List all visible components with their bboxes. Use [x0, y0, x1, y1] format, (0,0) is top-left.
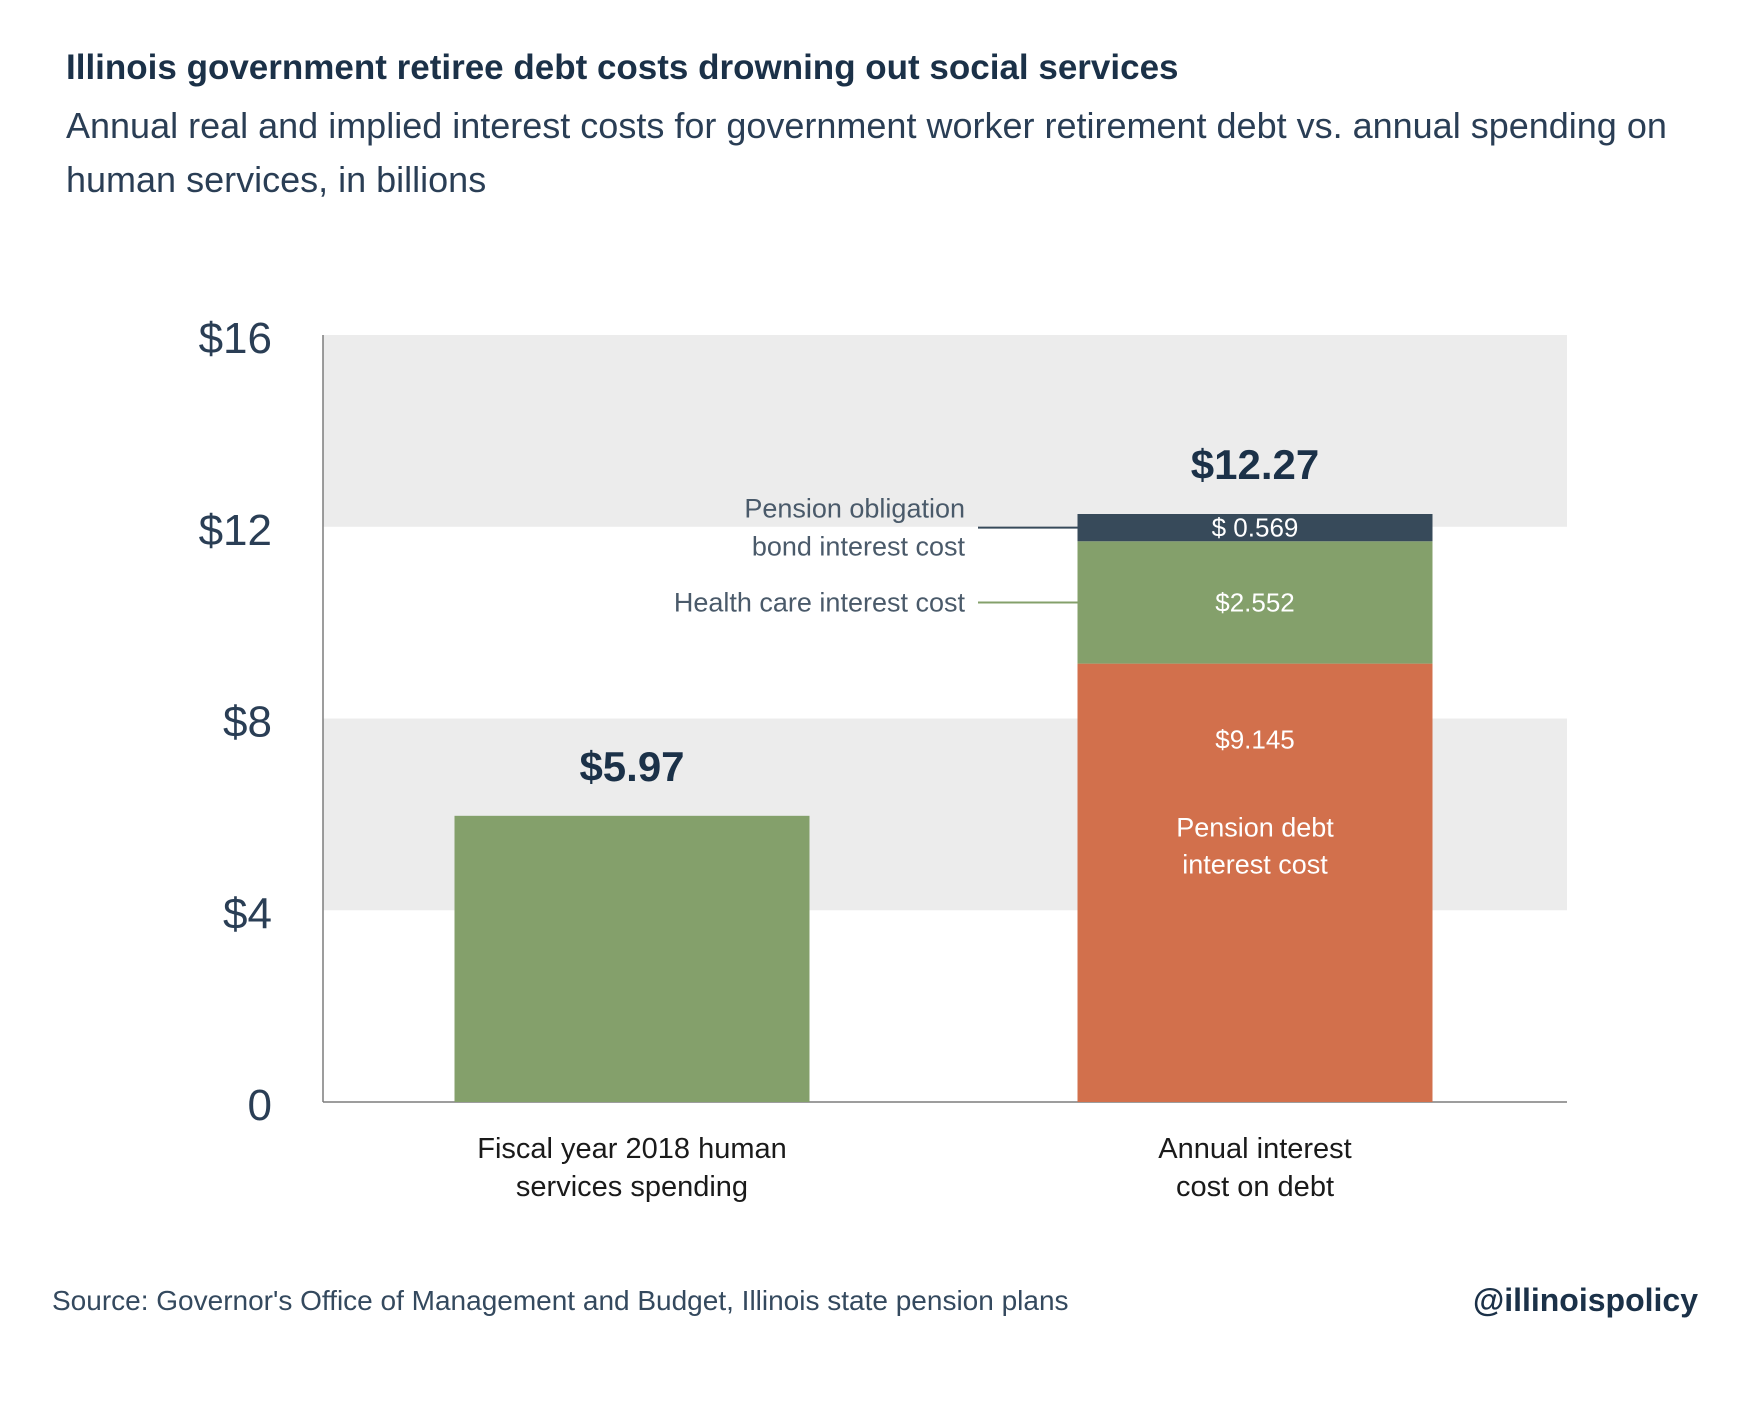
chart-subtitle: Annual real and implied interest costs f…	[66, 105, 1667, 200]
segment-inner-label: Pension debt	[1176, 813, 1334, 843]
x-category-label: Fiscal year 2018 human	[477, 1133, 787, 1165]
segment-value-label: $9.145	[1215, 725, 1295, 755]
bar-segment-3	[1077, 513, 1433, 542]
y-tick-label: $4	[223, 889, 272, 938]
callout-label: Health care interest cost	[674, 587, 966, 617]
segment-value-label: $2.552	[1215, 587, 1295, 617]
y-tick-label: $16	[199, 314, 272, 363]
callout-label: Pension obligation	[744, 494, 965, 524]
bar-segment-2	[1077, 541, 1433, 664]
segment-inner-label: interest cost	[1182, 850, 1328, 880]
y-tick-label: $8	[223, 698, 272, 747]
source-note: Source: Governor's Office of Management …	[52, 1285, 1069, 1316]
x-category-label: services spending	[516, 1171, 748, 1203]
bar-total-label: $12.27	[1191, 441, 1319, 488]
x-category-label: cost on debt	[1176, 1171, 1334, 1203]
bar-segment-1	[1077, 663, 1433, 1102]
callout-label: bond interest cost	[752, 532, 966, 562]
segment-value-label: $ 0.569	[1212, 513, 1299, 543]
bar-total-label: $5.97	[579, 743, 684, 790]
y-tick-label: 0	[248, 1081, 272, 1130]
brand-handle: @illinoispolicy	[1472, 1282, 1698, 1318]
grid-band-1	[323, 335, 1567, 527]
x-category-label: Annual interest	[1158, 1133, 1351, 1165]
chart-title: Illinois government retiree debt costs d…	[66, 48, 1179, 87]
y-tick-label: $12	[199, 506, 272, 555]
bar-segment-0	[454, 815, 810, 1102]
